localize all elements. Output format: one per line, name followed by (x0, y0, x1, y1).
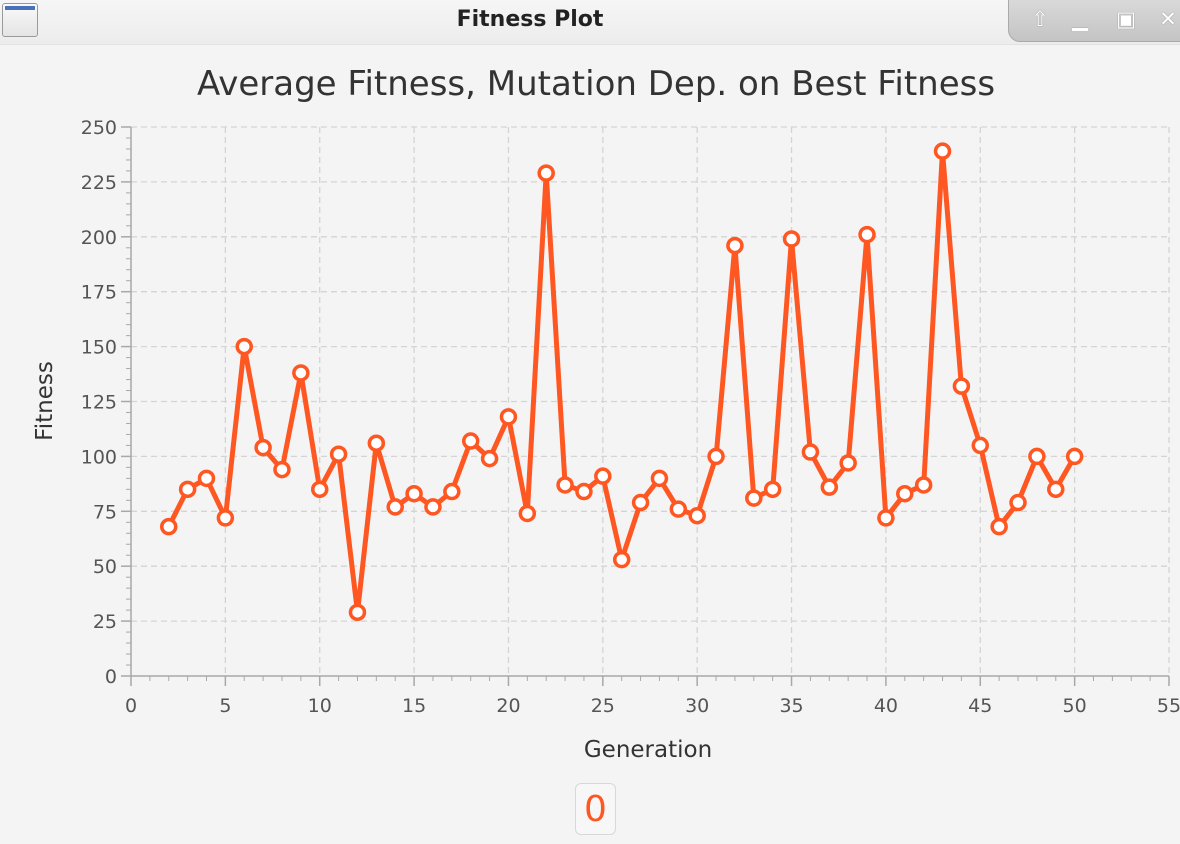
data-point (1065, 447, 1084, 466)
x-tick-label: 20 (496, 695, 520, 717)
y-tick-label: 200 (81, 227, 117, 249)
axes: 0 25 50 75 100 125 150 175 200 225 250 0 5 10 15 20 25 30… (81, 117, 1180, 717)
data-point (159, 517, 178, 536)
y-axis-label: Fitness (32, 361, 58, 441)
series-fitness (159, 142, 1084, 622)
data-point (801, 443, 820, 461)
data-point (650, 469, 669, 488)
data-point (480, 449, 499, 468)
data-point (197, 469, 216, 488)
data-point (178, 480, 197, 499)
y-tick-label: 125 (81, 392, 117, 414)
x-tick-label: 40 (874, 695, 898, 717)
data-point (461, 432, 480, 450)
data-point (745, 489, 763, 507)
x-tick-label: 25 (591, 695, 615, 717)
data-point (537, 164, 555, 182)
data-point (518, 504, 537, 523)
y-tick-label: 75 (93, 501, 117, 523)
data-point (367, 434, 386, 452)
data-point (990, 517, 1008, 536)
y-tick-label: 150 (81, 337, 117, 359)
x-tick-label: 10 (308, 695, 332, 717)
close-icon[interactable]: ✕ (1159, 7, 1177, 31)
data-point (971, 436, 990, 455)
x-tick-label: 0 (125, 695, 137, 717)
maximize-icon[interactable]: ▣ (1116, 7, 1136, 31)
data-point (292, 364, 310, 382)
y-tick-label: 250 (81, 117, 117, 139)
window-title: Fitness Plot (456, 7, 604, 32)
data-point (348, 603, 367, 622)
data-point (1047, 480, 1065, 499)
data-point (273, 460, 291, 479)
data-point (612, 550, 631, 569)
data-point (329, 445, 348, 463)
x-tick-label: 30 (685, 695, 709, 717)
x-tick-label: 35 (779, 695, 803, 717)
data-point (424, 498, 442, 516)
data-point (726, 236, 744, 255)
data-point (405, 484, 423, 503)
shade-icon[interactable]: ⇧ (1031, 7, 1049, 31)
data-point (499, 408, 518, 426)
data-point (556, 476, 574, 494)
y-tick-label: 100 (81, 446, 117, 468)
data-point (216, 509, 235, 527)
window-app-icon[interactable] (2, 3, 38, 37)
data-point (1009, 493, 1027, 512)
data-point (310, 480, 329, 499)
data-point (669, 500, 688, 518)
data-point (443, 482, 461, 501)
y-tick-label: 175 (81, 282, 117, 304)
data-point (631, 493, 650, 512)
x-tick-label: 50 (1063, 695, 1087, 717)
data-point (707, 447, 725, 466)
x-tick-label: 5 (219, 695, 231, 717)
data-point (952, 377, 971, 395)
y-tick-label: 25 (93, 611, 117, 633)
grid (131, 126, 1170, 676)
data-point (235, 337, 253, 356)
data-point (1028, 447, 1046, 466)
chart-title: Average Fitness, Mutation Dep. on Best F… (197, 64, 995, 104)
minimize-icon[interactable]: ▁ (1071, 7, 1089, 31)
y-tick-label: 225 (81, 172, 117, 194)
window-controls: ⇧ ▁ ▣ ✕ (1008, 0, 1180, 42)
window-titlebar: Fitness Plot ⇧ ▁ ▣ ✕ (0, 0, 1180, 45)
data-point (877, 509, 895, 527)
data-point (914, 476, 933, 494)
data-point (594, 467, 612, 485)
generation-counter: 0 (575, 783, 616, 835)
data-point (782, 230, 801, 248)
y-tick-label: 50 (93, 556, 117, 578)
data-point (933, 142, 952, 160)
data-point (254, 438, 272, 457)
data-point (839, 454, 857, 472)
x-tick-label: 45 (968, 695, 992, 717)
x-tick-label: 55 (1157, 695, 1180, 717)
x-tick-label: 15 (402, 695, 426, 717)
data-point (688, 506, 706, 525)
y-tick-label: 0 (105, 666, 117, 688)
x-axis-label: Generation (584, 737, 712, 763)
data-point (896, 484, 914, 503)
data-point (386, 498, 404, 516)
data-point (763, 480, 782, 499)
data-point (575, 482, 593, 501)
data-point (858, 225, 876, 244)
data-point (820, 478, 839, 496)
